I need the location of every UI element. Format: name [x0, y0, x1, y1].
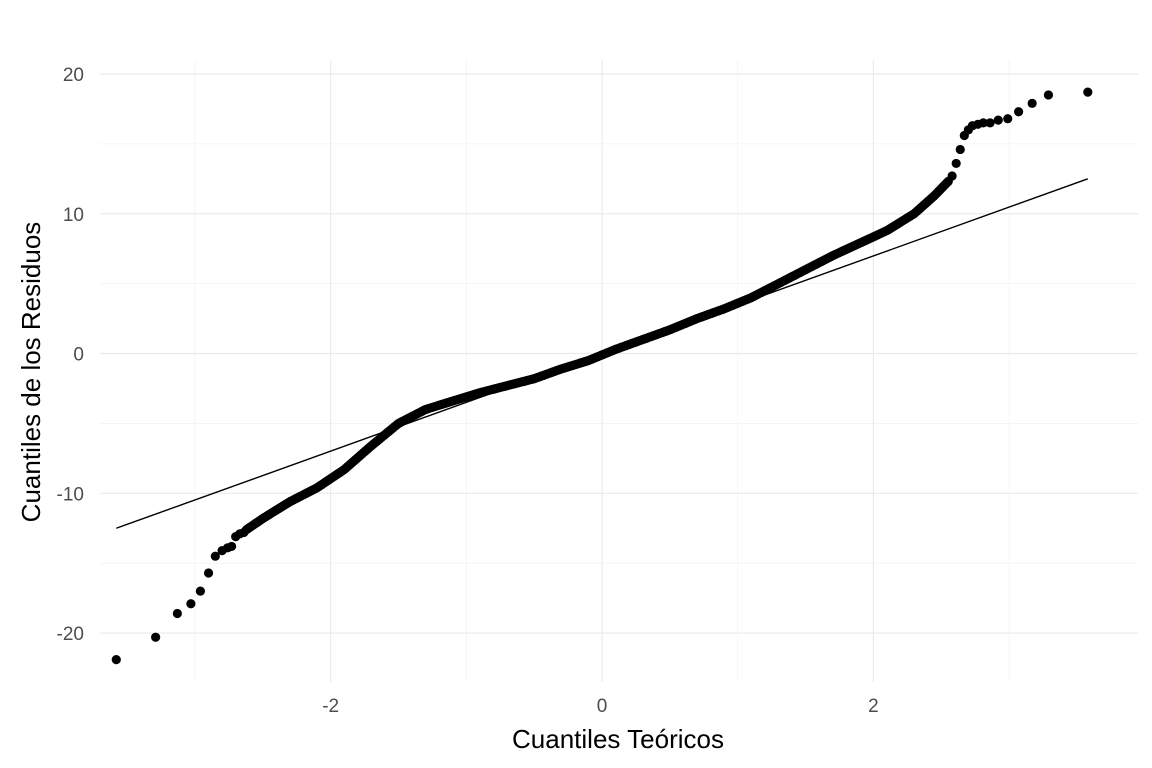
qq-data-point [951, 158, 961, 169]
qq-data-point [195, 586, 206, 596]
qq-data-point [210, 551, 220, 561]
y-tick-label: 20 [63, 65, 84, 86]
y-tick-label: -10 [57, 484, 84, 505]
x-axis-title: Cuantiles Teóricos [512, 724, 724, 754]
qq-data-point [1043, 90, 1054, 100]
qq-data-point [993, 115, 1003, 125]
qq-data-point [172, 608, 182, 619]
qq-data-point [1027, 98, 1037, 108]
qq-data-point [227, 541, 237, 552]
y-tick-label: -20 [57, 624, 84, 645]
qq-data-point [186, 599, 196, 609]
y-tick-labels: -20 -10 0 10 20 [57, 65, 84, 645]
y-axis-title: Cuantiles de los Residuos [16, 222, 46, 523]
y-tick-label: 10 [63, 205, 84, 226]
x-tick-label: 0 [597, 696, 608, 717]
x-tick-labels: -2 0 2 [322, 696, 878, 717]
qq-data-point [151, 632, 161, 642]
y-tick-label: 0 [73, 345, 84, 366]
qq-data-point [943, 176, 953, 186]
qq-data-point [955, 144, 965, 155]
qq-data-point [1003, 114, 1013, 124]
qq-data-point [203, 568, 214, 578]
minor-gridlines [100, 60, 1138, 682]
major-gridlines [100, 60, 1138, 682]
qq-data-point [985, 118, 995, 128]
qq-data-point [978, 118, 988, 128]
points-layer [111, 87, 1093, 665]
qq-data-point [1083, 87, 1093, 97]
qq-data-point [111, 655, 121, 665]
x-tick-label: -2 [322, 696, 339, 717]
qq-data-point [1014, 107, 1024, 117]
x-tick-label: 2 [868, 696, 879, 717]
